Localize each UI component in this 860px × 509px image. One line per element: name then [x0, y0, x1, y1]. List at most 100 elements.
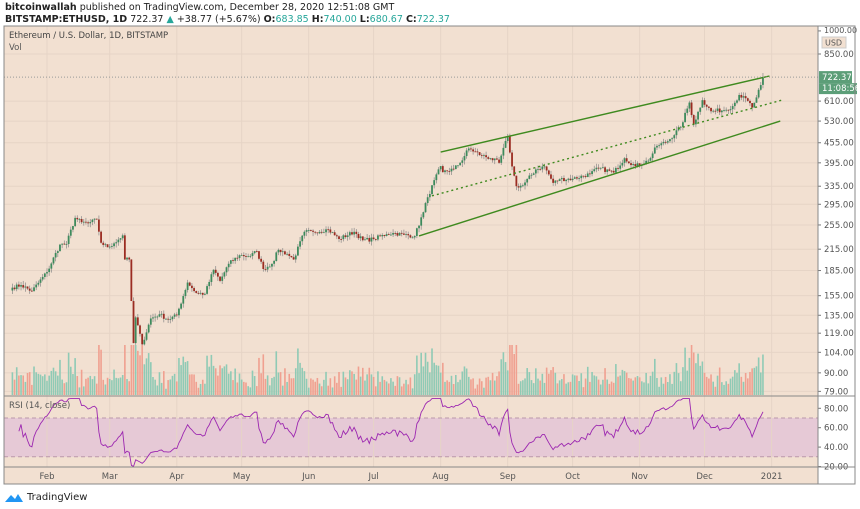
volume-bar: [158, 372, 161, 395]
volume-bar: [621, 369, 624, 395]
candle-body: [361, 236, 364, 241]
candle-body: [483, 155, 485, 156]
volume-bar: [671, 383, 673, 395]
volume-bar: [188, 374, 191, 395]
volume-bar: [433, 362, 435, 395]
candle-body: [292, 257, 295, 260]
candle-body: [556, 180, 559, 182]
candle-body: [126, 257, 128, 260]
volume-bar: [476, 384, 479, 395]
volume-bar: [342, 371, 345, 395]
candle-body: [100, 231, 102, 243]
candle-body: [707, 106, 710, 108]
volume-bar: [163, 371, 165, 395]
volume-bar: [61, 379, 63, 395]
candle-body: [729, 109, 732, 111]
volume-bar: [727, 383, 730, 395]
volume-bar: [586, 366, 589, 395]
candle-body: [617, 167, 619, 169]
candle-body: [392, 232, 394, 235]
volume-bar: [390, 378, 392, 395]
candle-body: [679, 126, 682, 128]
volume-bar: [394, 385, 397, 395]
volume-bar: [718, 367, 721, 395]
candle-body: [364, 239, 366, 241]
candle-body: [534, 169, 537, 174]
candle-body: [718, 108, 721, 113]
volume-bar: [150, 362, 152, 395]
candle-body: [69, 229, 72, 236]
volume-bar: [37, 373, 40, 395]
candle-body: [303, 231, 306, 236]
volume-bar: [673, 371, 676, 395]
volume-bar: [431, 348, 433, 395]
tradingview-logo[interactable]: TradingView: [4, 491, 87, 503]
candle-body: [705, 104, 708, 107]
candle-body: [662, 141, 665, 144]
author[interactable]: bitcoinwallah: [5, 2, 77, 13]
volume-bar: [74, 358, 76, 395]
candle-body: [415, 228, 418, 236]
candle-body: [43, 273, 46, 277]
candle-body: [284, 251, 286, 255]
candle-body: [541, 166, 544, 170]
candle-body: [119, 238, 122, 240]
volume-bar: [398, 377, 401, 395]
candle-body: [589, 173, 591, 175]
symbol-info: BITSTAMP:ETHUSD, 1D 722.37 ▲ +38.77 (+5.…: [5, 14, 450, 25]
price-chart[interactable]: Feb Mar Apr May Jun Jul Aug Sep Oct Nov Dec 2021 100…: [0, 0, 860, 490]
candle-body: [530, 174, 533, 176]
candle-body: [268, 266, 271, 268]
volume-bar: [716, 375, 719, 395]
candle-body: [320, 231, 323, 233]
volume-bar: [102, 379, 105, 395]
candle-body: [656, 145, 658, 148]
chart-background: [4, 26, 818, 484]
candle-body: [703, 100, 706, 105]
currency-box: [821, 36, 847, 49]
volume-bar: [240, 379, 243, 395]
volume-bar: [385, 381, 388, 395]
candle-body: [167, 318, 170, 320]
volume-bar: [258, 357, 260, 395]
volume-bar: [418, 373, 420, 395]
candle-body: [309, 230, 312, 231]
volume-bar: [682, 367, 684, 395]
candle-body: [487, 157, 490, 159]
candle-body: [526, 178, 529, 183]
volume-bar: [310, 378, 312, 395]
volume-bar: [578, 381, 580, 395]
volume-bar: [173, 373, 176, 395]
candle-body: [744, 96, 747, 99]
candle-body: [470, 148, 472, 150]
candle-body: [299, 241, 301, 247]
candle-body: [219, 276, 221, 281]
volume-bar: [617, 376, 619, 395]
candle-body: [232, 260, 234, 262]
volume-bar: [437, 365, 440, 395]
volume-bar: [299, 362, 301, 395]
candle-body: [82, 221, 85, 223]
volume-bar: [602, 379, 604, 395]
volume-bar: [405, 379, 407, 395]
volume-bar: [444, 381, 446, 395]
volume-bar: [457, 382, 459, 395]
volume-bar: [193, 374, 195, 395]
candle-body: [563, 178, 565, 182]
volume-bar: [517, 383, 520, 395]
volume-bar: [286, 381, 288, 395]
candle-body: [723, 109, 725, 111]
volume-bar: [368, 367, 371, 395]
volume-bar: [710, 374, 712, 395]
candle-body: [720, 110, 723, 113]
volume-bar: [496, 376, 498, 395]
volume-bar: [165, 388, 167, 395]
volume-bar: [121, 374, 124, 395]
candle-body: [519, 185, 522, 188]
currency-label: USD: [825, 39, 842, 48]
candle-body: [571, 178, 574, 181]
candle-body: [751, 103, 754, 108]
price-tick-label: 79.00: [824, 387, 848, 397]
volume-bar: [134, 345, 137, 395]
candle-body: [277, 249, 280, 253]
